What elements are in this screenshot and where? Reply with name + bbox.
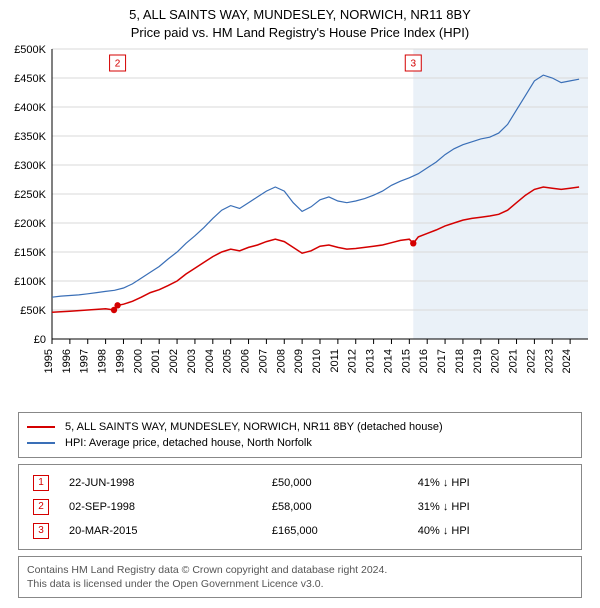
x-tick-label: 2013 <box>365 349 377 373</box>
event-date: 20-MAR-2015 <box>63 519 266 543</box>
x-tick-label: 2017 <box>436 349 448 373</box>
event-price: £165,000 <box>266 519 412 543</box>
event-price: £58,000 <box>266 495 412 519</box>
x-tick-label: 2024 <box>561 349 573 373</box>
legend-swatch <box>27 442 55 444</box>
legend: 5, ALL SAINTS WAY, MUNDESLEY, NORWICH, N… <box>18 412 582 458</box>
event-date: 22-JUN-1998 <box>63 471 266 495</box>
x-tick-label: 2008 <box>275 349 287 373</box>
x-tick-label: 1997 <box>79 349 91 373</box>
y-tick-label: £50K <box>20 305 46 317</box>
event-marker-number: 3 <box>410 59 416 70</box>
y-tick-label: £300K <box>14 160 46 172</box>
x-tick-label: 2006 <box>240 349 252 373</box>
y-tick-label: £500K <box>14 44 46 56</box>
legend-row: HPI: Average price, detached house, Nort… <box>27 435 573 451</box>
x-tick-label: 2021 <box>508 349 520 373</box>
events-table: 1 22-JUN-1998£50,00041% ↓ HPI 2 02-SEP-1998… <box>18 464 582 550</box>
x-tick-label: 1999 <box>114 349 126 373</box>
event-row: 1 22-JUN-1998£50,00041% ↓ HPI <box>27 471 573 495</box>
x-tick-label: 1995 <box>43 349 55 373</box>
chart-title-line2: Price paid vs. HM Land Registry's House … <box>0 24 600 42</box>
x-tick-label: 2011 <box>329 349 341 373</box>
x-tick-label: 2007 <box>257 349 269 373</box>
legend-label: HPI: Average price, detached house, Nort… <box>65 437 312 449</box>
sale-point <box>410 240 416 246</box>
footer-line2: This data is licensed under the Open Gov… <box>27 577 573 591</box>
event-date: 02-SEP-1998 <box>63 495 266 519</box>
y-tick-label: £450K <box>14 73 46 85</box>
x-tick-label: 2000 <box>132 349 144 373</box>
footer-line1: Contains HM Land Registry data © Crown c… <box>27 563 573 577</box>
x-tick-label: 2004 <box>204 349 216 373</box>
y-tick-label: £150K <box>14 247 46 259</box>
plot-area: £0 £50K £100K £150K £200K £250K £300K £350K £400… <box>0 41 600 406</box>
x-tick-label: 2018 <box>454 349 466 373</box>
x-tick-label: 2002 <box>168 349 180 373</box>
y-tick-label: £200K <box>14 218 46 230</box>
x-tick-label: 2020 <box>490 349 502 373</box>
x-tick-label: 2012 <box>347 349 359 373</box>
event-marker: 3 <box>33 523 49 539</box>
event-marker-cell: 2 <box>27 495 63 519</box>
chart-title-block: 5, ALL SAINTS WAY, MUNDESLEY, NORWICH, N… <box>0 0 600 41</box>
event-marker: 1 <box>33 475 49 491</box>
legend-label: 5, ALL SAINTS WAY, MUNDESLEY, NORWICH, N… <box>65 421 443 433</box>
event-marker-number: 2 <box>115 59 121 70</box>
x-tick-label: 2010 <box>311 349 323 373</box>
event-delta: 40% ↓ HPI <box>412 519 573 543</box>
x-tick-label: 2019 <box>472 349 484 373</box>
x-tick-label: 1998 <box>97 349 109 373</box>
chart-container: 5, ALL SAINTS WAY, MUNDESLEY, NORWICH, N… <box>0 0 600 598</box>
event-marker-cell: 3 <box>27 519 63 543</box>
y-tick-label: £250K <box>14 189 46 201</box>
x-tick-label: 2005 <box>222 349 234 373</box>
x-tick-label: 2009 <box>293 349 305 373</box>
event-delta: 31% ↓ HPI <box>412 495 573 519</box>
x-tick-label: 2022 <box>525 349 537 373</box>
legend-swatch <box>27 426 55 428</box>
x-tick-label: 1996 <box>61 349 73 373</box>
event-price: £50,000 <box>266 471 412 495</box>
event-row: 3 20-MAR-2015£165,00040% ↓ HPI <box>27 519 573 543</box>
y-tick-label: £100K <box>14 276 46 288</box>
legend-row: 5, ALL SAINTS WAY, MUNDESLEY, NORWICH, N… <box>27 419 573 435</box>
x-tick-label: 2015 <box>400 349 412 373</box>
event-marker-cell: 1 <box>27 471 63 495</box>
event-marker: 2 <box>33 499 49 515</box>
x-tick-label: 2001 <box>150 349 162 373</box>
y-tick-label: £0 <box>34 334 46 346</box>
chart-svg: £0 £50K £100K £150K £200K £250K £300K £350K £400… <box>0 41 600 406</box>
event-delta: 41% ↓ HPI <box>412 471 573 495</box>
x-tick-label: 2023 <box>543 349 555 373</box>
attribution-footer: Contains HM Land Registry data © Crown c… <box>18 556 582 598</box>
y-tick-label: £350K <box>14 131 46 143</box>
x-tick-label: 2003 <box>186 349 198 373</box>
sale-point <box>114 302 120 308</box>
y-tick-label: £400K <box>14 102 46 114</box>
x-tick-label: 2014 <box>382 349 394 373</box>
event-row: 2 02-SEP-1998£58,00031% ↓ HPI <box>27 495 573 519</box>
x-tick-label: 2016 <box>418 349 430 373</box>
chart-title-line1: 5, ALL SAINTS WAY, MUNDESLEY, NORWICH, N… <box>0 6 600 24</box>
